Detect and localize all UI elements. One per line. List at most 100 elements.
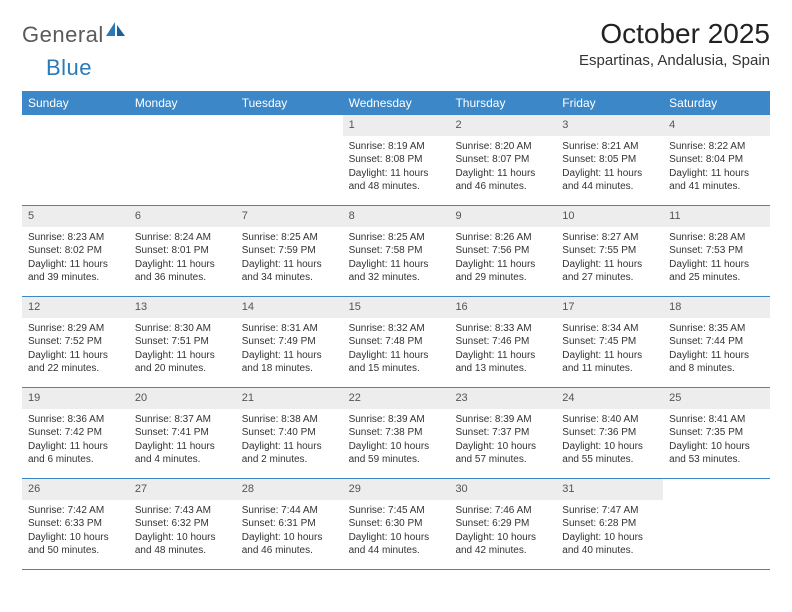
- sunrise-text: Sunrise: 7:47 AM: [562, 504, 657, 518]
- sunset-text: Sunset: 7:38 PM: [349, 426, 444, 440]
- day-cell: 9Sunrise: 8:26 AMSunset: 7:56 PMDaylight…: [449, 206, 556, 296]
- day-number: 7: [236, 206, 343, 227]
- day-number: 22: [343, 388, 450, 409]
- daylight-text: Daylight: 11 hours and 29 minutes.: [455, 258, 550, 285]
- sunrise-text: Sunrise: 8:30 AM: [135, 322, 230, 336]
- day-cell: 3Sunrise: 8:21 AMSunset: 8:05 PMDaylight…: [556, 115, 663, 205]
- sail-icon: [106, 22, 126, 43]
- sunrise-text: Sunrise: 8:28 AM: [669, 231, 764, 245]
- day-body: Sunrise: 8:30 AMSunset: 7:51 PMDaylight:…: [129, 318, 236, 382]
- sunset-text: Sunset: 7:56 PM: [455, 244, 550, 258]
- daylight-text: Daylight: 10 hours and 55 minutes.: [562, 440, 657, 467]
- sunset-text: Sunset: 8:07 PM: [455, 153, 550, 167]
- day-number: 24: [556, 388, 663, 409]
- sunset-text: Sunset: 7:40 PM: [242, 426, 337, 440]
- day-cell: 28Sunrise: 7:44 AMSunset: 6:31 PMDayligh…: [236, 479, 343, 569]
- day-body: Sunrise: 8:33 AMSunset: 7:46 PMDaylight:…: [449, 318, 556, 382]
- day-cell: 6Sunrise: 8:24 AMSunset: 8:01 PMDaylight…: [129, 206, 236, 296]
- day-body: Sunrise: 7:47 AMSunset: 6:28 PMDaylight:…: [556, 500, 663, 564]
- title-block: October 2025 Espartinas, Andalusia, Spai…: [579, 18, 770, 69]
- daylight-text: Daylight: 11 hours and 13 minutes.: [455, 349, 550, 376]
- day-cell: 31Sunrise: 7:47 AMSunset: 6:28 PMDayligh…: [556, 479, 663, 569]
- sunrise-text: Sunrise: 7:44 AM: [242, 504, 337, 518]
- sunrise-text: Sunrise: 7:45 AM: [349, 504, 444, 518]
- day-number: 5: [22, 206, 129, 227]
- day-cell: 1Sunrise: 8:19 AMSunset: 8:08 PMDaylight…: [343, 115, 450, 205]
- week-row: 1Sunrise: 8:19 AMSunset: 8:08 PMDaylight…: [22, 115, 770, 206]
- day-body: Sunrise: 8:28 AMSunset: 7:53 PMDaylight:…: [663, 227, 770, 291]
- sunset-text: Sunset: 7:53 PM: [669, 244, 764, 258]
- day-number: 15: [343, 297, 450, 318]
- daylight-text: Daylight: 11 hours and 18 minutes.: [242, 349, 337, 376]
- week-row: 5Sunrise: 8:23 AMSunset: 8:02 PMDaylight…: [22, 206, 770, 297]
- day-body: Sunrise: 8:26 AMSunset: 7:56 PMDaylight:…: [449, 227, 556, 291]
- daylight-text: Daylight: 10 hours and 53 minutes.: [669, 440, 764, 467]
- location-text: Espartinas, Andalusia, Spain: [579, 52, 770, 69]
- weeks-container: 1Sunrise: 8:19 AMSunset: 8:08 PMDaylight…: [22, 115, 770, 570]
- sunset-text: Sunset: 8:01 PM: [135, 244, 230, 258]
- daylight-text: Daylight: 11 hours and 39 minutes.: [28, 258, 123, 285]
- daylight-text: Daylight: 11 hours and 25 minutes.: [669, 258, 764, 285]
- day-cell: 23Sunrise: 8:39 AMSunset: 7:37 PMDayligh…: [449, 388, 556, 478]
- sunset-text: Sunset: 7:48 PM: [349, 335, 444, 349]
- day-number: 14: [236, 297, 343, 318]
- day-cell: 24Sunrise: 8:40 AMSunset: 7:36 PMDayligh…: [556, 388, 663, 478]
- day-body: Sunrise: 8:31 AMSunset: 7:49 PMDaylight:…: [236, 318, 343, 382]
- day-cell: 11Sunrise: 8:28 AMSunset: 7:53 PMDayligh…: [663, 206, 770, 296]
- sunset-text: Sunset: 6:29 PM: [455, 517, 550, 531]
- day-cell: 2Sunrise: 8:20 AMSunset: 8:07 PMDaylight…: [449, 115, 556, 205]
- sunset-text: Sunset: 6:28 PM: [562, 517, 657, 531]
- calendar: Sunday Monday Tuesday Wednesday Thursday…: [22, 91, 770, 570]
- sunrise-text: Sunrise: 8:39 AM: [349, 413, 444, 427]
- sunset-text: Sunset: 7:37 PM: [455, 426, 550, 440]
- day-body: Sunrise: 8:20 AMSunset: 8:07 PMDaylight:…: [449, 136, 556, 200]
- day-body: Sunrise: 8:27 AMSunset: 7:55 PMDaylight:…: [556, 227, 663, 291]
- day-body: Sunrise: 7:45 AMSunset: 6:30 PMDaylight:…: [343, 500, 450, 564]
- day-cell: 10Sunrise: 8:27 AMSunset: 7:55 PMDayligh…: [556, 206, 663, 296]
- sunset-text: Sunset: 7:51 PM: [135, 335, 230, 349]
- day-body: Sunrise: 7:43 AMSunset: 6:32 PMDaylight:…: [129, 500, 236, 564]
- dayhead-thu: Thursday: [449, 91, 556, 115]
- sunrise-text: Sunrise: 8:19 AM: [349, 140, 444, 154]
- day-cell: 15Sunrise: 8:32 AMSunset: 7:48 PMDayligh…: [343, 297, 450, 387]
- day-body: Sunrise: 8:41 AMSunset: 7:35 PMDaylight:…: [663, 409, 770, 473]
- day-number: 3: [556, 115, 663, 136]
- sunset-text: Sunset: 8:04 PM: [669, 153, 764, 167]
- daylight-text: Daylight: 11 hours and 48 minutes.: [349, 167, 444, 194]
- day-cell: 17Sunrise: 8:34 AMSunset: 7:45 PMDayligh…: [556, 297, 663, 387]
- sunrise-text: Sunrise: 8:41 AM: [669, 413, 764, 427]
- day-body: Sunrise: 8:29 AMSunset: 7:52 PMDaylight:…: [22, 318, 129, 382]
- day-number: 10: [556, 206, 663, 227]
- sunrise-text: Sunrise: 8:20 AM: [455, 140, 550, 154]
- sunset-text: Sunset: 7:44 PM: [669, 335, 764, 349]
- sunset-text: Sunset: 7:46 PM: [455, 335, 550, 349]
- daylight-text: Daylight: 10 hours and 40 minutes.: [562, 531, 657, 558]
- daylight-text: Daylight: 11 hours and 27 minutes.: [562, 258, 657, 285]
- day-cell: 5Sunrise: 8:23 AMSunset: 8:02 PMDaylight…: [22, 206, 129, 296]
- sunrise-text: Sunrise: 8:34 AM: [562, 322, 657, 336]
- day-body: Sunrise: 7:44 AMSunset: 6:31 PMDaylight:…: [236, 500, 343, 564]
- month-title: October 2025: [579, 18, 770, 50]
- day-cell: 18Sunrise: 8:35 AMSunset: 7:44 PMDayligh…: [663, 297, 770, 387]
- daylight-text: Daylight: 10 hours and 48 minutes.: [135, 531, 230, 558]
- day-number: 8: [343, 206, 450, 227]
- day-number: 30: [449, 479, 556, 500]
- sunset-text: Sunset: 8:08 PM: [349, 153, 444, 167]
- day-number: 19: [22, 388, 129, 409]
- day-number: 6: [129, 206, 236, 227]
- sunset-text: Sunset: 8:05 PM: [562, 153, 657, 167]
- day-number: 18: [663, 297, 770, 318]
- sunset-text: Sunset: 7:59 PM: [242, 244, 337, 258]
- sunrise-text: Sunrise: 8:39 AM: [455, 413, 550, 427]
- sunset-text: Sunset: 8:02 PM: [28, 244, 123, 258]
- day-number: 9: [449, 206, 556, 227]
- day-number: 12: [22, 297, 129, 318]
- sunset-text: Sunset: 6:32 PM: [135, 517, 230, 531]
- day-body: Sunrise: 8:39 AMSunset: 7:37 PMDaylight:…: [449, 409, 556, 473]
- day-cell: 26Sunrise: 7:42 AMSunset: 6:33 PMDayligh…: [22, 479, 129, 569]
- dayhead-fri: Friday: [556, 91, 663, 115]
- day-number: 21: [236, 388, 343, 409]
- day-number: 27: [129, 479, 236, 500]
- daylight-text: Daylight: 11 hours and 34 minutes.: [242, 258, 337, 285]
- daylight-text: Daylight: 11 hours and 15 minutes.: [349, 349, 444, 376]
